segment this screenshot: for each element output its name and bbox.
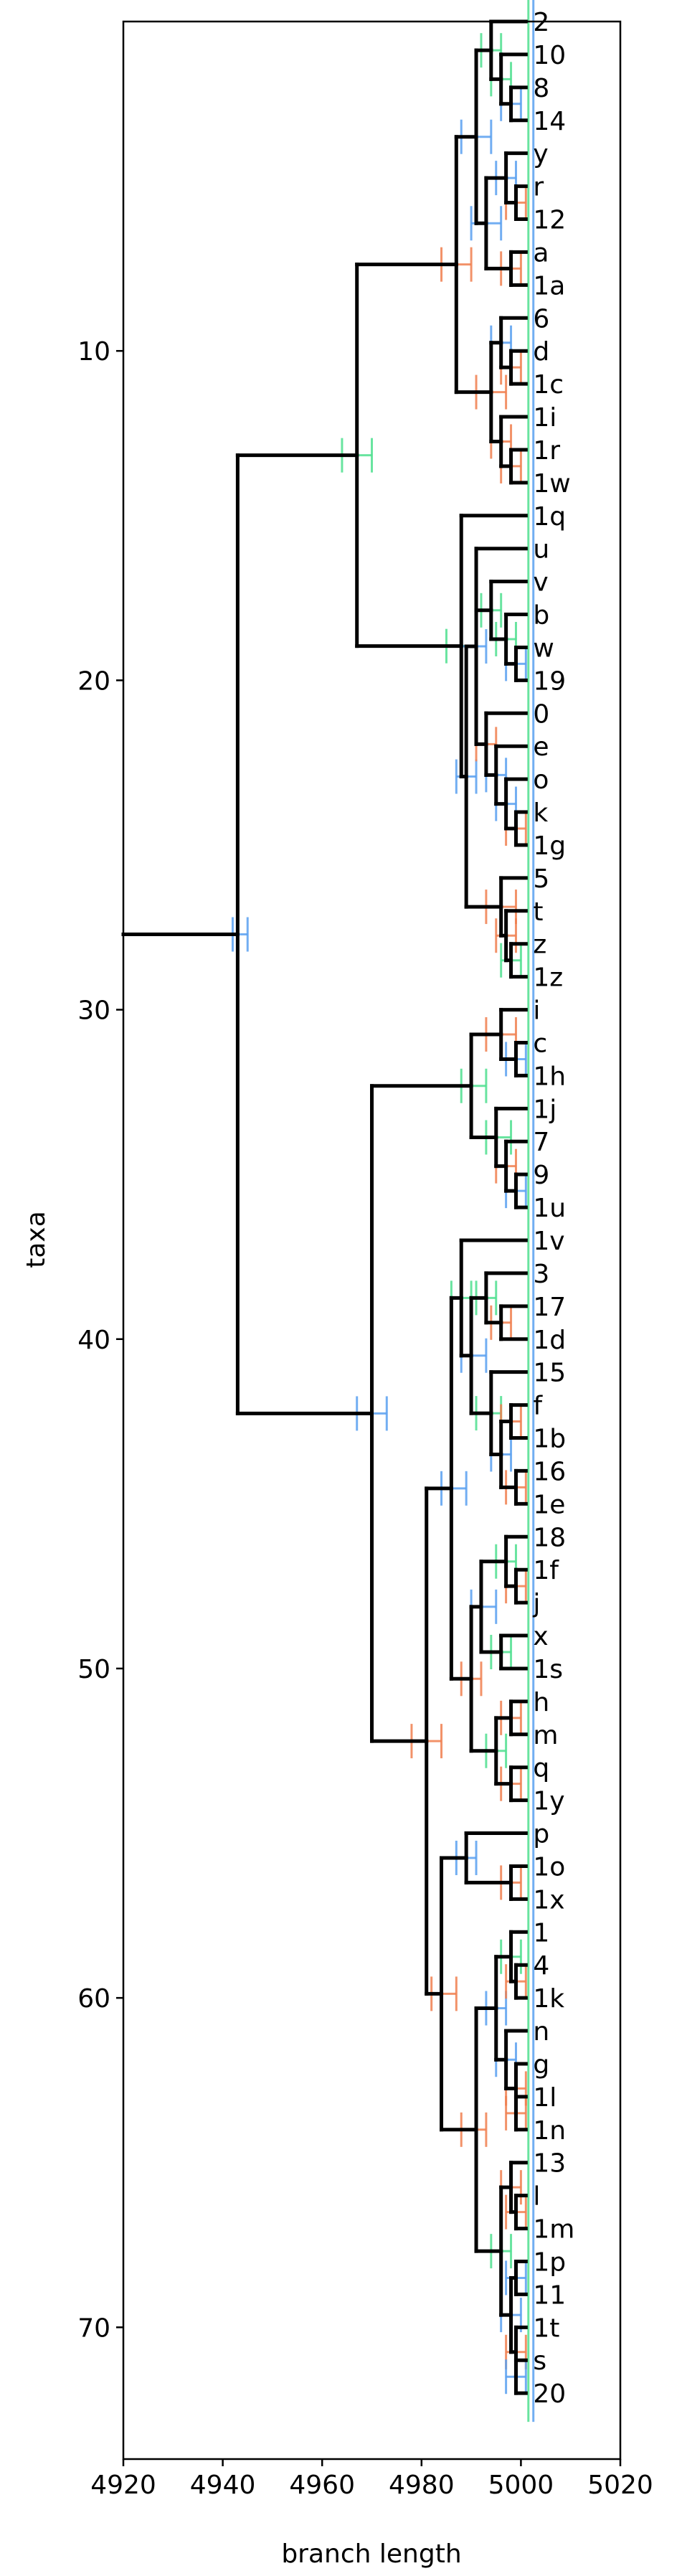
tip-label: 1j [533,1095,557,1124]
tip-label: 1r [533,436,560,466]
tip-label: 5 [533,864,549,894]
tip-label: 11 [533,2280,566,2310]
tip-label: 1i [533,403,557,433]
tip-label: a [533,238,549,268]
tip-label: 6 [533,304,549,334]
tip-label: 1m [533,2215,574,2245]
tip-label: 20 [533,2379,566,2409]
x-tick-label: 4960 [289,2471,355,2500]
error-bars-layer [231,0,535,2422]
tip-label: 17 [533,1293,566,1322]
branches-layer [121,19,528,2395]
tip-label: l [533,2182,540,2212]
tip-label: 1s [533,1655,563,1684]
tip-label: 1d [533,1326,566,1355]
tip-label: t [533,897,543,927]
tip-label: v [533,568,548,598]
tip-label: 1a [533,271,565,301]
tip-label: 1f [533,1556,559,1585]
tip-label: w [533,633,554,663]
tip-label: 8 [533,74,549,103]
y-tick-label: 60 [77,1984,110,2014]
tip-label: 7 [533,1128,549,1157]
y-tick-label: 40 [77,1326,110,1355]
x-tick-label: 4980 [389,2471,455,2500]
y-tick-label: 20 [77,666,110,696]
tip-label: 1b [533,1425,566,1454]
tip-label: 1p [533,2247,566,2277]
y-tick-label: 10 [77,337,110,367]
tip-label: 1y [533,1787,564,1816]
x-tick-label: 5020 [587,2471,653,2500]
tip-label: b [533,601,549,631]
tip-label: o [533,765,549,795]
tip-label: z [533,930,546,960]
tip-label: 1e [533,1490,565,1519]
tip-label: 1c [533,370,564,400]
tip-label: i [533,996,540,1026]
x-tick-label: 4920 [90,2471,156,2500]
x-tick-label: 5000 [488,2471,554,2500]
tip-label: x [533,1622,548,1651]
tip-label: 1t [533,2313,559,2343]
x-ticks-layer: 4920 4940 4960 4980 5000 5020 [90,2459,653,2500]
axes-layer [122,20,622,2461]
tip-label: y [533,140,548,169]
y-tick-label: 70 [77,2313,110,2343]
y-tick-label: 50 [77,1655,110,1684]
tip-label: 1k [533,1984,564,2014]
tip-label: 0 [533,699,549,729]
tip-label: 1z [533,963,563,993]
tip-label: 19 [533,666,566,696]
tip-label: 10 [533,41,566,70]
y-ticks-layer: 10 20 30 40 50 60 70 [77,337,123,2343]
tip-label: f [533,1392,543,1421]
tip-label: j [532,1589,540,1618]
tip-label: 18 [533,1523,566,1552]
tip-label: 12 [533,206,566,235]
tip-label: 4 [533,1951,549,1981]
tip-label: 9 [533,1161,549,1190]
tip-label: 1v [533,1227,564,1256]
tip-label: 2 [533,8,549,37]
tip-label: 1q [533,502,566,532]
tip-label: 1w [533,469,570,499]
tip-label: 1n [533,2116,566,2146]
tip-label: g [533,2050,549,2080]
tip-labels-layer: 210814yr12a1a6d1c1i1r1w1quvbw190eok1g5tz… [532,8,574,2409]
y-tick-label: 30 [77,996,110,1026]
y-axis-label: taxa [22,1211,51,1268]
tip-label: 1o [533,1852,565,1882]
tip-label: u [533,535,549,565]
tip-label: 1h [533,1062,566,1091]
tip-label: q [533,1754,549,1783]
tip-label: h [533,1688,549,1717]
tip-label: k [533,798,548,828]
tip-label: 1u [533,1194,566,1223]
tip-label: n [533,2017,549,2047]
tip-label: s [533,2346,546,2376]
x-tick-label: 4940 [190,2471,256,2500]
tip-label: 14 [533,107,566,136]
tip-label: c [533,1029,547,1058]
tip-label: d [533,337,549,367]
plot-frame [122,20,622,2461]
tip-label: 1 [533,1918,549,1948]
tip-label: p [533,1820,549,1849]
tip-label: m [533,1721,558,1750]
x-axis-label: branch length [281,2539,461,2569]
tip-label: 3 [533,1260,549,1289]
tip-label: 1x [533,1885,564,1915]
tip-label: 1g [533,831,566,861]
tip-label: 15 [533,1359,566,1388]
tip-label: e [533,732,549,762]
tip-label: 16 [533,1457,566,1486]
tip-label: 13 [533,2149,566,2179]
tip-label: r [533,173,544,202]
tip-label: 1l [533,2083,557,2113]
